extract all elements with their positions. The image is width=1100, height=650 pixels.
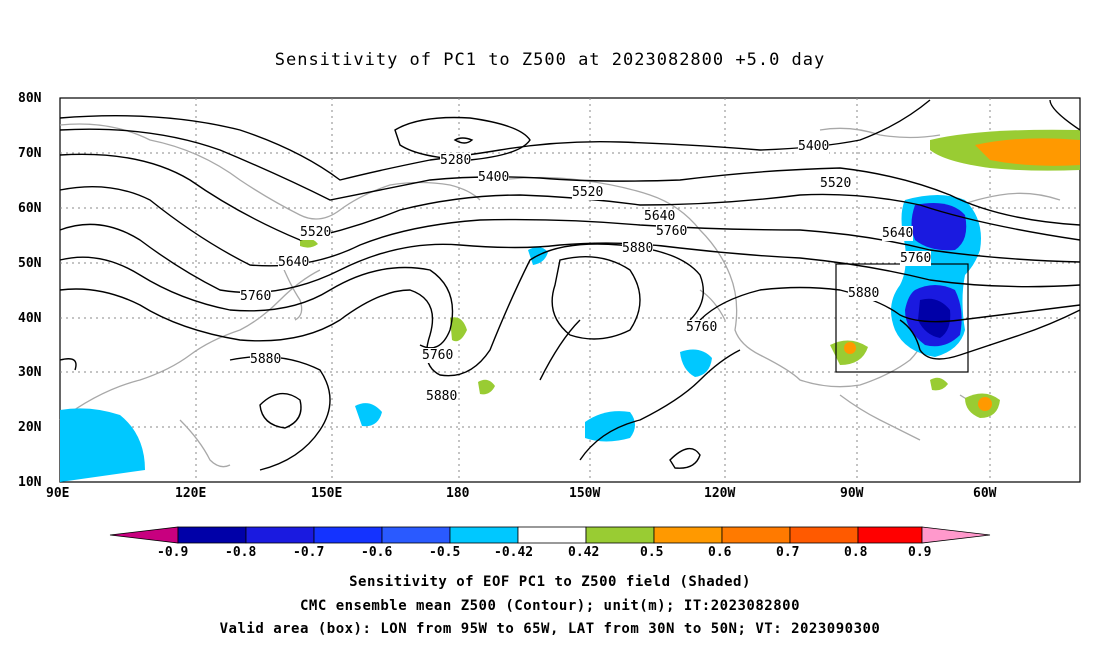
footer-line-1: Sensitivity of EOF PC1 to Z500 field (Sh… <box>349 574 751 590</box>
colorbar <box>109 526 991 544</box>
contour-label: 5760 <box>900 251 932 266</box>
lat-label: 30N <box>18 365 42 380</box>
contour-label: 5640 <box>644 209 676 224</box>
contour-label: 5400 <box>478 170 510 185</box>
footer-line-2: CMC ensemble mean Z500 (Contour); unit(m… <box>299 598 800 614</box>
colorbar-tick: 0.42 <box>568 545 600 560</box>
lon-label: 180 <box>446 486 470 501</box>
contour-label: 5880 <box>250 352 282 367</box>
colorbar-tick: -0.42 <box>494 545 534 560</box>
lon-label: 120E <box>175 486 207 501</box>
contour-label: 5760 <box>240 289 272 304</box>
colorbar-tick: 0.9 <box>908 545 932 560</box>
colorbar-tick: -0.9 <box>157 545 189 560</box>
lon-label: 120W <box>704 486 736 501</box>
lat-label: 20N <box>18 420 42 435</box>
contour-label: 5400 <box>798 139 830 154</box>
colorbar-tick: 0.5 <box>640 545 664 560</box>
colorbar-tick: -0.6 <box>361 545 393 560</box>
contour-label: 5640 <box>882 226 914 241</box>
lat-label: 60N <box>18 201 42 216</box>
shaded-sensitivity <box>60 129 1080 482</box>
contour-label: 5280 <box>440 153 472 168</box>
lon-label: 150E <box>311 486 343 501</box>
contour-label: 5520 <box>300 225 332 240</box>
contour-label: 5640 <box>278 255 310 270</box>
lon-label: 60W <box>973 486 997 501</box>
lat-label: 80N <box>18 91 42 106</box>
colorbar-tick: 0.7 <box>776 545 800 560</box>
colorbar-tick: -0.8 <box>225 545 257 560</box>
map-title: Sensitivity of PC1 to Z500 at 2023082800… <box>274 50 826 70</box>
lat-label: 70N <box>18 146 42 161</box>
contour-label: 5880 <box>622 241 654 256</box>
contour-label: 5520 <box>572 185 604 200</box>
lat-label: 40N <box>18 311 42 326</box>
colorbar-tick: 0.8 <box>844 545 868 560</box>
contour-label: 5760 <box>656 224 688 239</box>
lon-label: 90W <box>840 486 864 501</box>
contour-label: 5880 <box>426 389 458 404</box>
lon-label: 90E <box>46 486 70 501</box>
contour-label: 5880 <box>848 286 880 301</box>
lon-label: 150W <box>569 486 601 501</box>
contour-label: 5520 <box>820 176 852 191</box>
footer-line-3: Valid area (box): LON from 95W to 65W, L… <box>219 621 881 637</box>
contour-label: 5760 <box>686 320 718 335</box>
lat-label: 50N <box>18 256 42 271</box>
contour-label: 5760 <box>422 348 454 363</box>
colorbar-tick: 0.6 <box>708 545 732 560</box>
colorbar-tick: -0.5 <box>429 545 461 560</box>
lat-label: 10N <box>18 475 42 490</box>
colorbar-tick: -0.7 <box>293 545 325 560</box>
